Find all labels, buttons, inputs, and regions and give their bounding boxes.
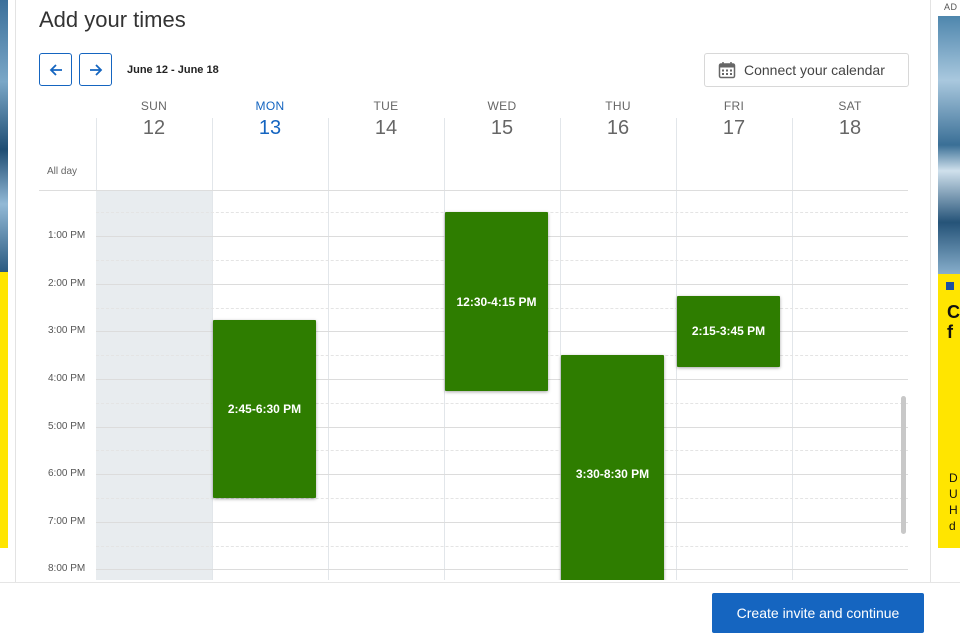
day-number: 18 [838, 117, 862, 139]
event-time-label: 2:15-3:45 PM [691, 324, 766, 339]
time-grid[interactable]: 2:45-6:30 PM 12:30-4:15 PM 3:30-8:30 PM 2:1… [96, 191, 908, 580]
time-slot-event[interactable]: 3:30-8:30 PM [561, 355, 664, 580]
event-time-label: 12:30-4:15 PM [456, 294, 537, 309]
day-number: 16 [606, 117, 630, 139]
date-range-label: June 12 - June 18 [127, 64, 219, 76]
time-label: 3:00 PM [48, 325, 86, 337]
ad-yellow-panel: C f D U H d [938, 274, 960, 548]
day-header-thu: THU 16 [560, 94, 676, 140]
time-slot-event[interactable]: 2:45-6:30 PM [213, 319, 316, 499]
hour-line [96, 426, 908, 428]
hour-line [96, 521, 908, 523]
ad-photo [0, 0, 8, 272]
time-label: 6:00 PM [48, 468, 86, 480]
day-name: FRI [723, 99, 745, 113]
week-calendar: SUN 12 MON 13 TUE 14 WED 15 THU 16 FRI 17 SAT 18 All … [39, 94, 908, 580]
ad-logo [946, 282, 954, 290]
column-divider [676, 118, 677, 580]
day-header-sun: SUN 12 [96, 94, 212, 140]
time-label: 5:00 PM [48, 420, 86, 432]
day-header-wed: WED 15 [444, 94, 560, 140]
arrow-left-icon [49, 63, 62, 76]
ad-label: AD [944, 2, 958, 12]
calendar-scrollbar[interactable] [901, 396, 906, 534]
day-header-tue: TUE 14 [328, 94, 444, 140]
ad-yellow-panel [0, 272, 8, 548]
day-header-fri: FRI 17 [676, 94, 792, 140]
day-name: SUN [140, 99, 168, 113]
connect-calendar-button[interactable]: Connect your calendar [704, 53, 909, 87]
ad-headline: C f [947, 302, 960, 342]
left-ad-banner[interactable] [0, 0, 8, 548]
calendar-icon [718, 62, 736, 79]
time-label: 4:00 PM [48, 373, 86, 385]
column-divider [792, 118, 793, 580]
create-invite-button[interactable]: Create invite and continue [712, 593, 924, 633]
scheduler-panel: Add your times June 12 - June 18 Connect… [15, 0, 931, 582]
hour-line [96, 569, 908, 571]
time-label: 1:00 PM [48, 230, 86, 242]
ad-body-text: D U H d [949, 471, 958, 533]
day-name: SAT [838, 99, 862, 113]
next-week-button[interactable] [79, 53, 112, 86]
half-hour-line [96, 498, 908, 500]
column-divider [212, 118, 213, 580]
time-label: 8:00 PM [48, 563, 86, 575]
hour-line [96, 474, 908, 476]
time-label: 7:00 PM [48, 515, 86, 527]
day-name: TUE [373, 99, 399, 113]
event-time-label: 3:30-8:30 PM [575, 467, 650, 482]
half-hour-line [96, 545, 908, 547]
time-slot-event[interactable]: 12:30-4:15 PM [445, 212, 548, 391]
column-divider [328, 118, 329, 580]
right-ad-banner[interactable]: AD C f D U H d [937, 0, 960, 548]
half-hour-line [96, 450, 908, 452]
half-hour-line [96, 402, 908, 404]
arrow-right-icon [89, 63, 102, 76]
header-divider [39, 190, 908, 191]
page-title: Add your times [39, 7, 186, 32]
day-name: MON [255, 99, 285, 113]
column-divider [560, 118, 561, 580]
connect-calendar-label: Connect your calendar [744, 62, 885, 78]
day-number: 17 [722, 117, 746, 139]
event-time-label: 2:45-6:30 PM [227, 401, 302, 416]
day-header-sat: SAT 18 [792, 94, 908, 140]
day-name: THU [605, 99, 631, 113]
all-day-label: All day [47, 166, 78, 177]
footer-bar: Create invite and continue [0, 582, 960, 640]
day-number: 13 [258, 117, 282, 139]
time-slot-event[interactable]: 2:15-3:45 PM [677, 295, 780, 368]
ad-photo [938, 16, 960, 274]
past-day-shade [96, 191, 212, 580]
day-number: 15 [490, 117, 514, 139]
previous-week-button[interactable] [39, 53, 72, 86]
column-divider [444, 118, 445, 580]
time-label: 2:00 PM [48, 277, 86, 289]
day-number: 12 [142, 117, 166, 139]
day-header-mon: MON 13 [212, 94, 328, 140]
day-name: WED [487, 99, 517, 113]
day-number: 14 [374, 117, 398, 139]
